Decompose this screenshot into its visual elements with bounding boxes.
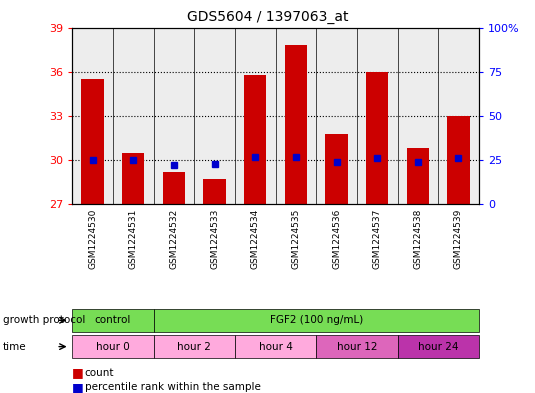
Bar — [72, 28, 113, 204]
Bar — [316, 28, 357, 204]
Text: hour 0: hour 0 — [96, 342, 130, 352]
Text: hour 2: hour 2 — [177, 342, 211, 352]
Bar — [357, 28, 398, 204]
Text: hour 24: hour 24 — [418, 342, 458, 352]
Text: ■: ■ — [72, 380, 84, 393]
Text: hour 12: hour 12 — [337, 342, 377, 352]
Text: GSM1224532: GSM1224532 — [170, 208, 178, 268]
Bar — [447, 116, 470, 204]
Text: GSM1224537: GSM1224537 — [373, 208, 381, 269]
Text: percentile rank within the sample: percentile rank within the sample — [85, 382, 261, 392]
Text: control: control — [95, 315, 131, 325]
Text: GSM1224533: GSM1224533 — [210, 208, 219, 269]
Bar — [398, 28, 438, 204]
Bar — [276, 28, 316, 204]
Text: time: time — [3, 342, 26, 352]
Bar — [325, 134, 348, 204]
Text: GSM1224535: GSM1224535 — [292, 208, 300, 269]
Bar — [163, 172, 185, 204]
Bar — [285, 45, 307, 204]
Text: GSM1224539: GSM1224539 — [454, 208, 463, 269]
Text: growth protocol: growth protocol — [3, 315, 85, 325]
Text: count: count — [85, 367, 114, 378]
Text: GSM1224531: GSM1224531 — [129, 208, 137, 269]
Bar — [203, 179, 226, 204]
Bar — [438, 28, 479, 204]
Bar — [122, 153, 144, 204]
Text: GSM1224536: GSM1224536 — [332, 208, 341, 269]
Bar — [407, 148, 429, 204]
Bar — [113, 28, 154, 204]
Bar — [154, 28, 194, 204]
Bar — [81, 79, 104, 204]
Bar — [194, 28, 235, 204]
Bar — [366, 72, 388, 204]
Text: GSM1224530: GSM1224530 — [88, 208, 97, 269]
Text: FGF2 (100 ng/mL): FGF2 (100 ng/mL) — [270, 315, 363, 325]
Bar — [235, 28, 276, 204]
Text: GDS5604 / 1397063_at: GDS5604 / 1397063_at — [187, 10, 348, 24]
Text: GSM1224538: GSM1224538 — [414, 208, 422, 269]
Bar — [244, 75, 266, 204]
Text: ■: ■ — [72, 366, 84, 379]
Text: hour 4: hour 4 — [258, 342, 293, 352]
Text: GSM1224534: GSM1224534 — [251, 208, 259, 268]
